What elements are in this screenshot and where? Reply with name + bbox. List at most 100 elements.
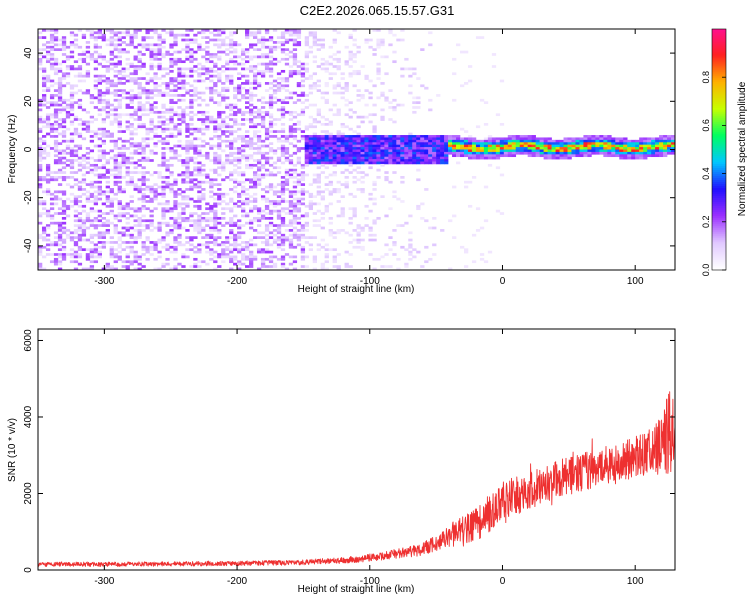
spectrogram-cell [523, 135, 528, 138]
spectrogram-cell [193, 147, 198, 150]
spectrogram-cell [288, 50, 294, 54]
spectrogram-cell [45, 113, 51, 117]
spectrogram-cell [276, 190, 282, 194]
spectrogram-cell [424, 260, 429, 264]
spectrogram-cell [77, 212, 83, 215]
spectrogram-cell [260, 176, 266, 179]
spectrogram-cell [205, 103, 210, 107]
spectrogram-cell [181, 180, 186, 184]
spectrogram-cell [113, 241, 118, 244]
spectrogram-cell [69, 55, 75, 59]
spectrogram-cell [69, 137, 75, 141]
spectrogram-cell [292, 180, 298, 184]
spectrogram-cell [384, 137, 389, 141]
spectrogram-cell [241, 53, 246, 56]
spectrogram-cell [169, 33, 174, 37]
spectrogram-cell [268, 106, 274, 109]
spectrogram-cell [256, 98, 262, 102]
spectrogram-cell [197, 226, 202, 230]
spectrogram-cell [344, 231, 349, 235]
spectrogram-cell [165, 221, 170, 225]
spectrogram-cell [217, 135, 222, 138]
spectrogram-cell [77, 195, 83, 198]
spectrogram-cell [296, 209, 302, 213]
spectrogram-cell [125, 156, 130, 160]
spectrogram-cell [93, 173, 99, 177]
spectrogram-cell [595, 147, 600, 150]
spectrogram-cell [655, 151, 660, 155]
spectrogram-cell [623, 156, 628, 160]
spectrogram-cell [165, 91, 170, 95]
spectrogram-cell [252, 79, 258, 83]
spectrogram-cell [392, 33, 397, 37]
spectrogram-cell [181, 159, 186, 162]
spectrogram-cell [65, 176, 71, 179]
spectrogram-cell [45, 74, 51, 78]
spectrogram-cell [463, 180, 469, 184]
spectrogram-cell [49, 45, 55, 49]
spectrogram-cell [61, 255, 67, 259]
spectrogram-cell [209, 229, 214, 232]
spectrogram-cell [388, 106, 393, 109]
spectrogram-cell [376, 69, 381, 73]
spectrogram-cell [217, 154, 222, 158]
spectrogram-cell [57, 125, 63, 129]
spectrogram-cell [237, 98, 242, 102]
spectrogram-cell [249, 65, 254, 68]
colorbar-step [712, 195, 726, 199]
spectrogram-cell [213, 250, 218, 254]
spectrogram-cell [264, 161, 270, 165]
spectrogram-cell [288, 29, 294, 32]
spectrogram-cell [245, 212, 250, 215]
spectrogram-cell [547, 144, 552, 148]
spectrogram-cell [73, 202, 79, 206]
spectrogram-cell [483, 144, 489, 148]
spectrogram-cell [57, 197, 63, 201]
spectrogram-cell [221, 139, 226, 143]
spectrogram-cell [49, 33, 55, 37]
spectrogram-cell [89, 236, 95, 239]
spectrogram-cell [595, 137, 600, 141]
spectrogram-cell [237, 192, 242, 196]
spectrogram-cell [213, 241, 218, 244]
spectrogram-cell [45, 77, 51, 80]
spectrogram-cell [173, 154, 178, 158]
spectrogram-cell [229, 139, 234, 143]
spectrogram-cell [145, 245, 150, 249]
spectrogram-cell [93, 79, 99, 83]
spectrogram-cell [372, 257, 377, 261]
spectrogram-cell [149, 188, 154, 191]
spectrogram-cell [336, 267, 341, 270]
spectrogram-cell [201, 36, 206, 39]
spectrogram-cell [81, 221, 87, 225]
spectrogram-cell [352, 176, 357, 179]
spectrogram-cell [57, 82, 63, 85]
spectrogram-cell [149, 241, 154, 244]
spectrogram-cell [324, 161, 329, 165]
spectrogram-cell [268, 212, 274, 215]
spectrogram-cell [312, 84, 317, 88]
spectrogram-cell [41, 147, 47, 150]
spectrogram-cell [213, 69, 218, 73]
spectrogram-cell [252, 147, 258, 150]
spectrogram-cell [85, 62, 91, 66]
spectrogram-cell [308, 207, 314, 211]
spectrogram-cell [336, 156, 341, 160]
spectrogram-cell [408, 159, 413, 162]
spectrogram-cell [129, 161, 134, 165]
colorbar-step [712, 217, 726, 221]
spectrogram-cell [53, 190, 59, 194]
spectrogram-cell [57, 224, 63, 227]
spectrogram-cell [81, 226, 87, 230]
spectrogram-cell [157, 171, 162, 174]
spectrogram-cell [360, 120, 365, 124]
spectrogram-cell [229, 132, 234, 136]
spectrogram-cell [133, 55, 138, 59]
spectrogram-cell [221, 241, 226, 244]
spectrogram-cell [217, 74, 222, 78]
spectrogram-cell [575, 142, 580, 145]
spectrogram-cell [217, 183, 222, 186]
spectrogram-cell [229, 207, 234, 211]
spectrogram-cell [575, 149, 580, 153]
spectrogram-cell [65, 233, 71, 237]
